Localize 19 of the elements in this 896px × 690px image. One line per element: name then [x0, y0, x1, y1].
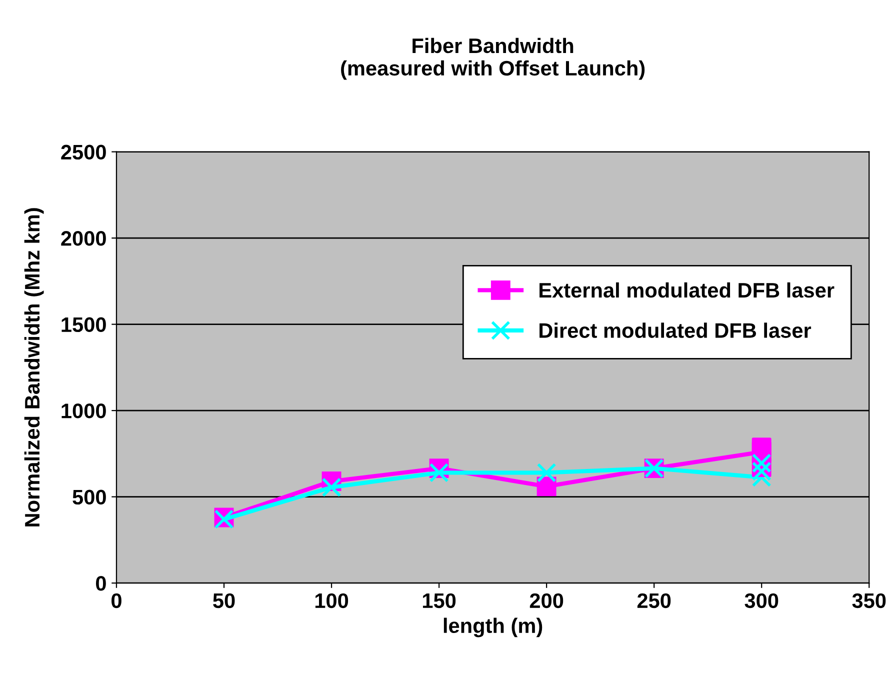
- y-axis-title: Normalized Bandwidth (Mhz km): [24, 208, 44, 526]
- x-axis-title: length (m): [444, 618, 542, 638]
- legend-label: Direct modulated DFB laser: [540, 322, 812, 338]
- y-tick-label: 2000: [61, 231, 106, 246]
- y-tick-label: 1500: [62, 317, 106, 332]
- legend-label: External modulated DFB laser: [540, 282, 834, 298]
- x-tick-label: 200: [530, 593, 564, 608]
- chart-title: Fiber Bandwidth (measured with Offset Launch): [341, 38, 645, 80]
- y-tick-label: 2500: [61, 144, 106, 160]
- x-tick-label: 100: [315, 593, 348, 608]
- x-tick-label: 50: [213, 593, 235, 608]
- x-tick-label: 0: [112, 593, 122, 608]
- x-tick-label: 250: [637, 593, 671, 608]
- x-tick-label: 150: [422, 593, 456, 608]
- y-tick-label: 500: [72, 490, 106, 505]
- x-tick-label: 350: [852, 593, 886, 608]
- y-tick-label: 1000: [62, 404, 106, 418]
- x-tick-label: 300: [744, 593, 778, 608]
- y-tick-label: 0: [96, 576, 106, 591]
